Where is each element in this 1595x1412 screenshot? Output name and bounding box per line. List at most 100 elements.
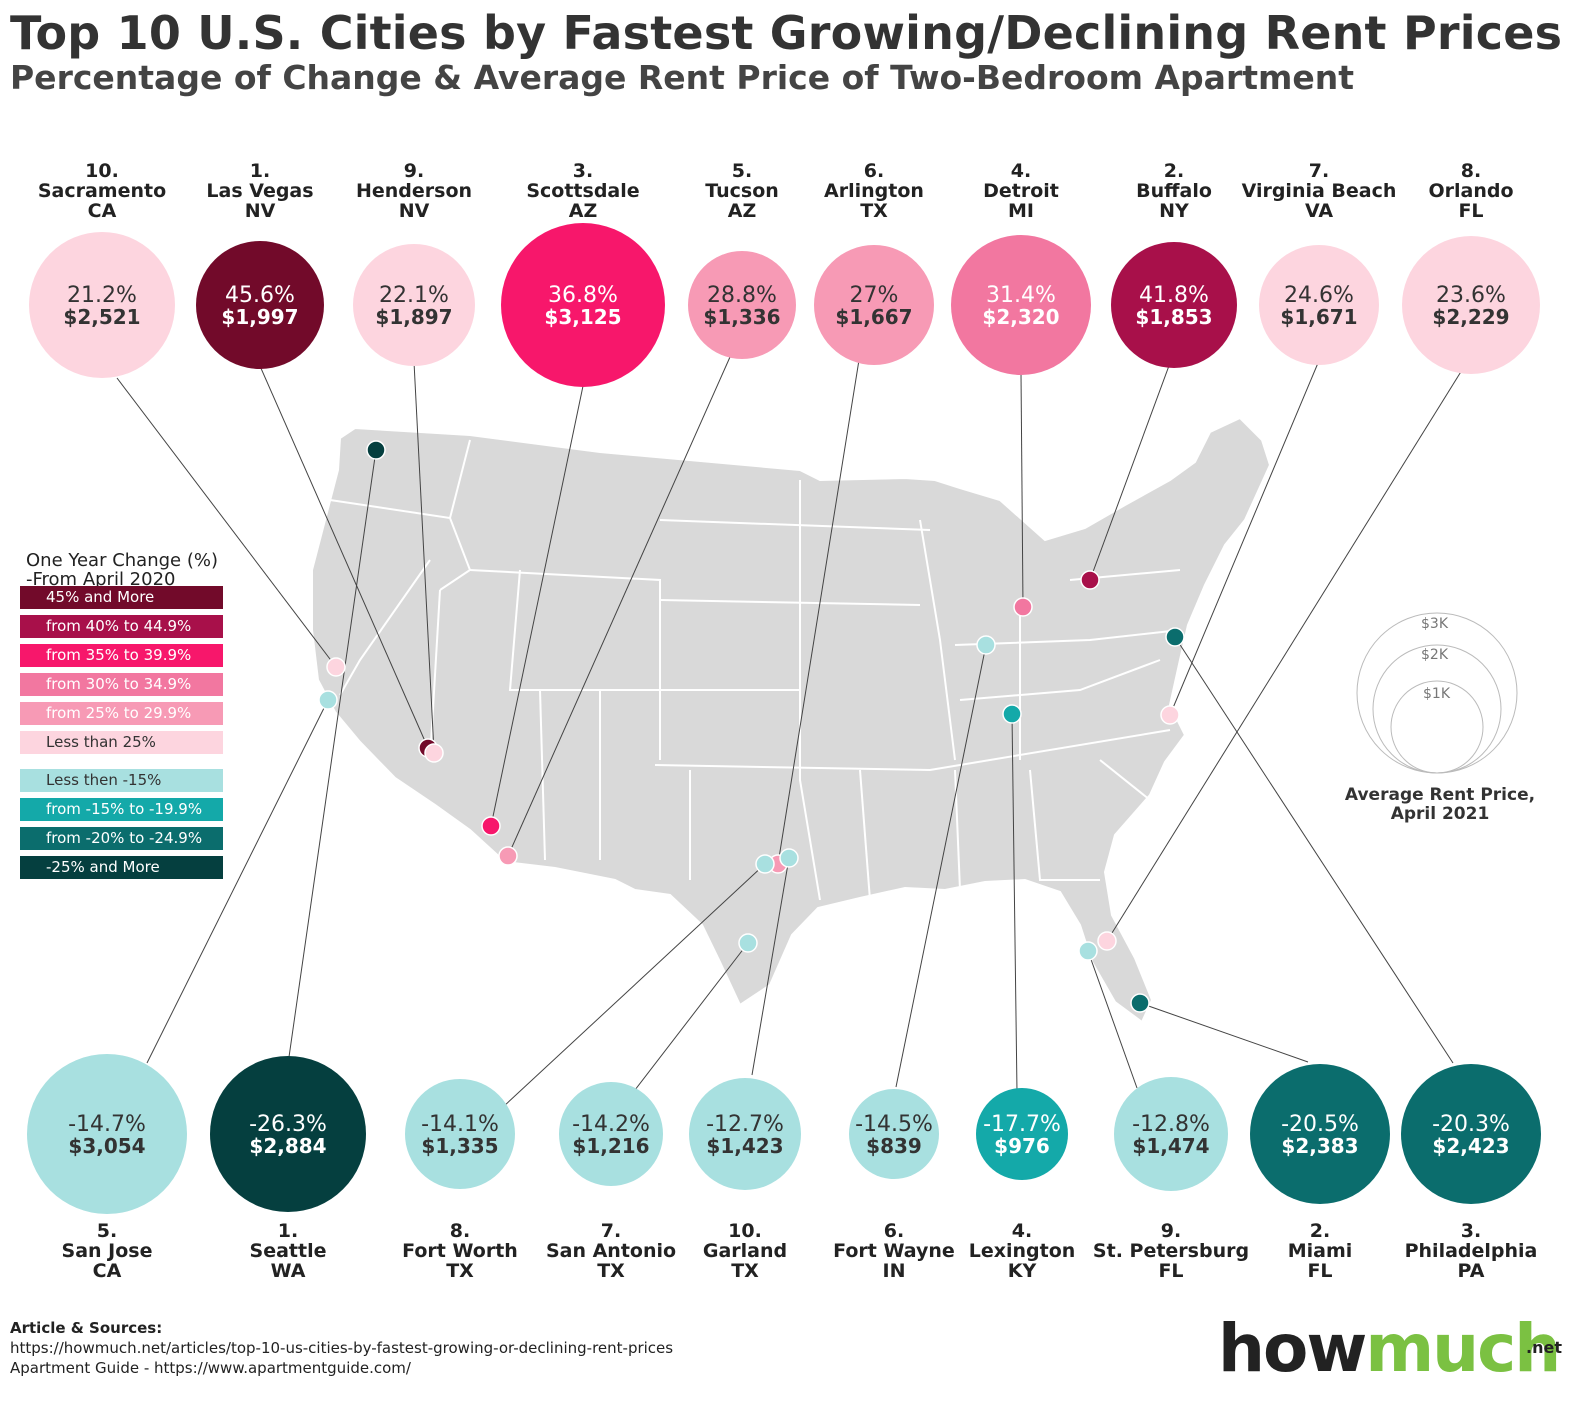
- bubble-orlando[interactable]: [1402, 236, 1540, 374]
- dot-buffalo[interactable]: [1080, 570, 1100, 590]
- size-caption-line1: Average Rent Price,: [1344, 785, 1536, 805]
- state: TX: [860, 200, 888, 222]
- label-fort-worth: 8. Fort Worth TX: [370, 1221, 550, 1281]
- dot-detroit[interactable]: [1013, 597, 1033, 617]
- city-name: San Jose: [61, 1240, 153, 1262]
- bubble-henderson[interactable]: [353, 244, 475, 366]
- rank: 5.: [96, 1220, 118, 1242]
- dot-lexington[interactable]: [1002, 704, 1022, 724]
- legend-item-under-minus-15: Less then -15%: [20, 769, 223, 792]
- bubble-sacramento[interactable]: [29, 232, 175, 378]
- rank: 4.: [1010, 160, 1032, 182]
- size-legend-caption: Average Rent Price, April 2021: [1330, 786, 1550, 824]
- label-scottsdale: 3. Scottsdale AZ: [493, 161, 673, 221]
- bubble-arlington[interactable]: [814, 245, 934, 365]
- bubble-miami[interactable]: [1250, 1064, 1390, 1204]
- bubble-san-jose[interactable]: [27, 1054, 187, 1214]
- state: CA: [87, 200, 117, 222]
- bubble-seattle[interactable]: [210, 1056, 366, 1212]
- chart-subtitle: Percentage of Change & Average Rent Pric…: [10, 58, 1355, 97]
- dot-st-petersburg[interactable]: [1078, 941, 1098, 961]
- dot-fort-wayne[interactable]: [976, 635, 996, 655]
- state: CA: [92, 1260, 122, 1282]
- label-las-vegas: 1. Las Vegas NV: [170, 161, 350, 221]
- bubble-buffalo[interactable]: [1111, 242, 1237, 368]
- legend-item-minus-20-25: from -20% to -24.9%: [20, 827, 223, 850]
- rank: 9.: [1160, 1220, 1182, 1242]
- label-seattle: 1. Seattle WA: [198, 1221, 378, 1281]
- state: NY: [1159, 200, 1189, 222]
- logo-how: how: [1218, 1310, 1367, 1387]
- label-tucson: 5. Tucson AZ: [652, 161, 832, 221]
- bubble-lexington[interactable]: [976, 1088, 1068, 1180]
- legend-title-line1: One Year Change (%): [26, 550, 218, 571]
- connector-virginia-beach: [1169, 362, 1319, 716]
- rank: 3.: [572, 160, 594, 182]
- label-buffalo: 2. Buffalo NY: [1084, 161, 1264, 221]
- rank: 10.: [85, 160, 119, 182]
- connector-orlando: [1106, 369, 1463, 942]
- bubble-philadelphia[interactable]: [1401, 1064, 1541, 1204]
- dot-fort-worth[interactable]: [755, 854, 775, 874]
- connector-henderson: [413, 361, 435, 753]
- dot-scottsdale[interactable]: [481, 816, 501, 836]
- label-garland: 10. Garland TX: [655, 1221, 835, 1281]
- state: FL: [1458, 200, 1484, 222]
- dot-san-jose[interactable]: [318, 690, 338, 710]
- bottom-bubbles: [27, 1054, 1541, 1214]
- dot-san-antonio[interactable]: [738, 933, 758, 953]
- bubble-fort-worth[interactable]: [405, 1079, 515, 1189]
- city-name: Garland: [702, 1240, 788, 1262]
- source-link-apartment-guide[interactable]: Apartment Guide - https://www.apartmentg…: [10, 1359, 411, 1377]
- source-link-article[interactable]: https://howmuch.net/articles/top-10-us-c…: [10, 1339, 674, 1357]
- legend-item-under-25: Less than 25%: [20, 731, 223, 754]
- dot-miami[interactable]: [1130, 993, 1150, 1013]
- legend-item-30-35: from 30% to 34.9%: [20, 673, 223, 696]
- connector-lexington: [1011, 713, 1018, 1093]
- dot-tucson[interactable]: [498, 846, 518, 866]
- legend-item-minus-25-plus: -25% and More: [20, 856, 223, 879]
- dot-seattle[interactable]: [366, 440, 386, 460]
- top-bubbles: [29, 223, 1540, 387]
- state: AZ: [727, 200, 757, 222]
- legend-item-40-45: from 40% to 44.9%: [20, 615, 223, 638]
- city-name: Fort Worth: [402, 1240, 518, 1262]
- bubble-san-antonio[interactable]: [559, 1082, 663, 1186]
- label-miami: 2. Miami FL: [1230, 1221, 1410, 1281]
- city-name: Tucson: [705, 180, 779, 202]
- city-name: St. Petersburg: [1092, 1240, 1250, 1262]
- bubble-garland[interactable]: [689, 1078, 801, 1190]
- sources-heading: Article & Sources:: [10, 1319, 163, 1337]
- bubble-fort-wayne[interactable]: [849, 1089, 939, 1179]
- city-name: Henderson: [355, 180, 473, 202]
- dot-henderson[interactable]: [424, 743, 444, 763]
- rank: 10.: [728, 1220, 762, 1242]
- legend-item-35-40: from 35% to 39.9%: [20, 644, 223, 667]
- city-dots: [318, 440, 1185, 1013]
- state: IN: [882, 1260, 906, 1282]
- dot-philadelphia[interactable]: [1165, 627, 1185, 647]
- bubble-tucson[interactable]: [688, 251, 796, 359]
- city-name: Las Vegas: [206, 180, 314, 202]
- legend-title-line2: -From April 2020: [26, 569, 176, 590]
- bubble-detroit[interactable]: [951, 235, 1091, 375]
- dot-virginia-beach[interactable]: [1160, 705, 1180, 725]
- rank: 7.: [600, 1220, 622, 1242]
- bubble-scottsdale[interactable]: [501, 223, 665, 387]
- city-name: Lexington: [968, 1240, 1076, 1262]
- dot-garland[interactable]: [779, 848, 799, 868]
- size-legend-circles: [1356, 612, 1518, 774]
- bubble-virginia-beach[interactable]: [1259, 245, 1379, 365]
- city-name: Miami: [1287, 1240, 1353, 1262]
- howmuch-logo[interactable]: howmuch: [1218, 1310, 1561, 1387]
- us-map: [311, 416, 1272, 1024]
- label-st-petersburg: 9. St. Petersburg FL: [1081, 1221, 1261, 1281]
- state: NV: [398, 200, 430, 222]
- dot-orlando[interactable]: [1097, 931, 1117, 951]
- legend-item-45-plus: 45% and More: [20, 586, 223, 609]
- bubble-st-petersburg[interactable]: [1114, 1077, 1228, 1191]
- bubble-las-vegas[interactable]: [196, 241, 324, 369]
- city-name: Fort Wayne: [833, 1240, 955, 1262]
- dot-sacramento[interactable]: [326, 657, 346, 677]
